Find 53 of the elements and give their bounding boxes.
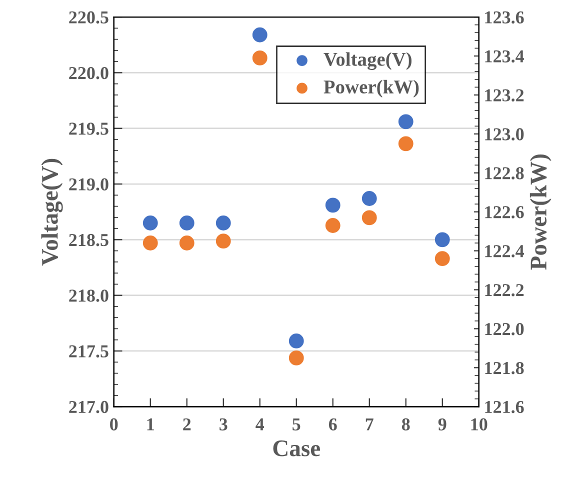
point bbox=[288, 334, 304, 348]
x-tick-label: 5 bbox=[292, 418, 300, 430]
point bbox=[325, 218, 340, 233]
y2-tick-label: 121.6 bbox=[485, 400, 524, 414]
x-tick-label: 7 bbox=[366, 418, 374, 430]
point bbox=[179, 236, 194, 250]
y2-tick-label: 123.0 bbox=[485, 128, 524, 140]
y2-tick-label: 123.2 bbox=[485, 89, 524, 102]
x-axis-title: Case bbox=[273, 440, 320, 456]
y-tick-label: 220.5 bbox=[69, 11, 108, 24]
y2-tick-label: 123.6 bbox=[485, 11, 524, 24]
y-axis-title: Voltage(V) bbox=[41, 158, 63, 266]
point bbox=[179, 216, 194, 230]
y-tick-label: 220.0 bbox=[69, 66, 108, 80]
point bbox=[434, 251, 450, 266]
x-tick-label: 6 bbox=[328, 418, 337, 430]
y-tick-label: 218.5 bbox=[69, 234, 108, 246]
y2-tick-label: 122.8 bbox=[485, 167, 524, 180]
point bbox=[252, 50, 268, 66]
point bbox=[362, 191, 377, 206]
y-tick-label: 217.5 bbox=[69, 345, 108, 358]
point bbox=[398, 114, 414, 130]
legend-label: Power(kW) bbox=[324, 80, 419, 98]
y2-tick-label: 121.8 bbox=[485, 362, 524, 374]
y2-tick-label: 123.4 bbox=[485, 50, 524, 63]
x-tick-label: 10 bbox=[471, 418, 488, 430]
y2-axis-title: Power(kW) bbox=[530, 154, 552, 270]
y2-tick-label: 122.4 bbox=[485, 245, 524, 258]
x-tick-label: 2 bbox=[183, 418, 191, 430]
x-tick-label: 3 bbox=[220, 418, 228, 430]
point bbox=[288, 350, 304, 366]
y-tick-label: 218.0 bbox=[69, 290, 108, 302]
y2-tick-label: 122.6 bbox=[485, 206, 524, 218]
point bbox=[398, 136, 414, 152]
x-tick-label: 8 bbox=[402, 418, 410, 430]
point bbox=[252, 27, 268, 42]
point bbox=[216, 234, 231, 249]
y-tick-label: 219.5 bbox=[69, 122, 108, 135]
point bbox=[434, 232, 450, 248]
y2-tick-label: 122.2 bbox=[485, 284, 524, 296]
point bbox=[325, 198, 340, 213]
legend-label: Voltage(V) bbox=[324, 52, 412, 70]
point bbox=[362, 210, 377, 226]
point bbox=[216, 216, 231, 230]
y2-tick-label: 122.0 bbox=[485, 322, 524, 336]
x-tick-label: 0 bbox=[110, 418, 118, 430]
x-tick-label: 1 bbox=[147, 418, 154, 430]
point bbox=[142, 236, 158, 250]
x-tick-label: 4 bbox=[256, 418, 264, 430]
y-tick-label: 217.0 bbox=[69, 400, 108, 414]
point bbox=[142, 216, 158, 230]
y-tick-label: 219.0 bbox=[69, 178, 108, 191]
x-tick-label: 9 bbox=[438, 418, 446, 430]
